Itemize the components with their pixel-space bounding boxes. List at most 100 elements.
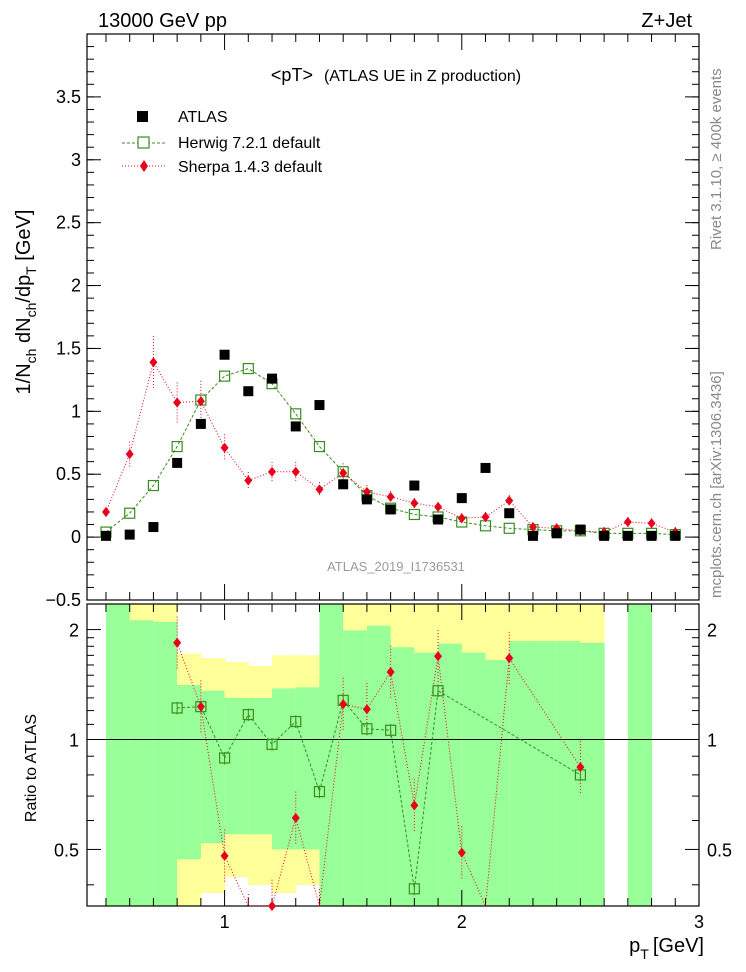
legend-atlas-label: ATLAS (178, 109, 228, 126)
ratio-band-green (485, 660, 510, 906)
ratio-band-green (319, 604, 344, 906)
main-axes: −0.5 0 0.5 1 1.5 2 2.5 3 3.5 (45, 34, 699, 610)
sherpa-point (623, 517, 632, 528)
x-tick-label: 1 (220, 912, 230, 932)
atlas-point (670, 530, 681, 541)
herwig-ratio-point (385, 724, 397, 736)
ratio-band-green (438, 643, 463, 906)
sherpa-point (457, 513, 466, 524)
sherpa-point (149, 357, 158, 368)
plot-title-main: <pT> (271, 65, 313, 85)
ratio-tick-label-left: 2 (69, 621, 79, 641)
herwig-point (218, 370, 231, 382)
ratio-band-green (509, 641, 534, 906)
atlas-point (172, 457, 183, 468)
header-right: Z+Jet (641, 10, 692, 32)
sherpa-ratio-point (386, 667, 395, 678)
analysis-watermark: ATLAS_2019_I1736531 (327, 559, 465, 574)
atlas-point (527, 530, 538, 541)
ratio-band-green (224, 697, 249, 835)
sherpa-ratio-point (457, 847, 466, 858)
main-y-tick-label: 0 (71, 527, 81, 547)
legend-herwig-marker (137, 136, 150, 149)
atlas-point (622, 530, 633, 541)
sherpa-ratio-point (362, 704, 371, 715)
atlas-point (219, 349, 230, 360)
herwig-point (408, 508, 420, 521)
ratio-band-green (580, 642, 605, 906)
sherpa-ratio-point (196, 701, 205, 712)
sherpa-point (339, 467, 348, 478)
legend-sherpa-marker (140, 160, 148, 172)
sherpa-point (244, 475, 253, 486)
sherpa-point (196, 396, 205, 407)
herwig-point (171, 440, 183, 453)
x-tick-label: 3 (694, 912, 704, 932)
sherpa-point (315, 484, 324, 495)
ratio-band-green (200, 690, 226, 844)
main-y-tick-label: 1.5 (56, 338, 81, 358)
ratio-y-axis-label: Ratio to ATLAS (23, 714, 40, 822)
ratio-band-green (105, 604, 131, 906)
herwig-ratio-point (266, 738, 278, 750)
sherpa-point (434, 501, 443, 512)
ratio-plot-frame (86, 603, 700, 907)
herwig-point (313, 440, 326, 453)
sherpa-point (173, 397, 182, 408)
atlas-point (575, 524, 586, 535)
ratio-band-green (129, 620, 154, 906)
main-y-tick-label: 2 (71, 276, 81, 296)
sherpa-point (647, 518, 656, 529)
atlas-point (646, 530, 657, 541)
mcplots-side-label: mcplots.cern.ch [arXiv:1306.3436] (708, 371, 725, 598)
atlas-point (243, 386, 254, 397)
plot-title-sub: (ATLAS UE in Z production) (324, 68, 521, 85)
atlas-point (148, 522, 159, 533)
herwig-ratio-point (242, 709, 254, 721)
atlas-point (361, 494, 372, 505)
herwig-ratio-point (408, 883, 420, 895)
legend-herwig-label: Herwig 7.2.1 default (178, 135, 321, 152)
sherpa-point (386, 491, 395, 502)
herwig-point (147, 479, 160, 492)
herwig-ratio-point (313, 786, 326, 798)
main-y-tick-label: 3 (71, 150, 81, 170)
atlas-point (599, 530, 610, 541)
sherpa-point (125, 449, 134, 460)
rivet-side-label: Rivet 3.1.10, ≥ 400k events (708, 68, 725, 250)
herwig-ratio-point (218, 752, 231, 764)
ratio-band-green (248, 697, 273, 835)
plot-title: <pT> (ATLAS UE in Z production) (271, 65, 521, 85)
sherpa-ratio-point (410, 800, 419, 811)
ratio-data-marks (171, 616, 586, 911)
ratio-tick-label-right: 0.5 (707, 840, 732, 860)
header-left: 13000 GeV pp (98, 10, 227, 32)
main-y-tick-label: −0.5 (45, 590, 81, 610)
main-y-tick-label: 1 (71, 401, 81, 421)
main-plot-frame (86, 33, 700, 601)
ratio-tick-label-left: 0.5 (54, 840, 79, 860)
atlas-point (504, 508, 515, 519)
sherpa-point (410, 498, 419, 509)
atlas-point (124, 529, 135, 540)
ratio-band-green (556, 641, 581, 906)
sherpa-point (291, 466, 300, 477)
herwig-point (503, 522, 515, 534)
atlas-point (433, 514, 444, 525)
herwig-ratio-point (171, 702, 183, 714)
sherpa-ratio-point (291, 812, 300, 823)
sherpa-ratio-point (339, 699, 348, 710)
sherpa-point (481, 511, 490, 522)
ratio-band-green (177, 685, 202, 860)
herwig-ratio-point (432, 685, 444, 697)
legend: ATLAS Herwig 7.2.1 default Sherpa 1.4.3 … (122, 109, 323, 176)
herwig-point (124, 507, 136, 519)
main-y-tick-label: 0.5 (56, 464, 81, 484)
atlas-point (385, 504, 396, 515)
sherpa-ratio-point (220, 850, 229, 861)
sherpa-point (505, 495, 514, 506)
atlas-point (290, 421, 301, 432)
ratio-band-green (343, 630, 368, 906)
sherpa-point (101, 506, 110, 517)
